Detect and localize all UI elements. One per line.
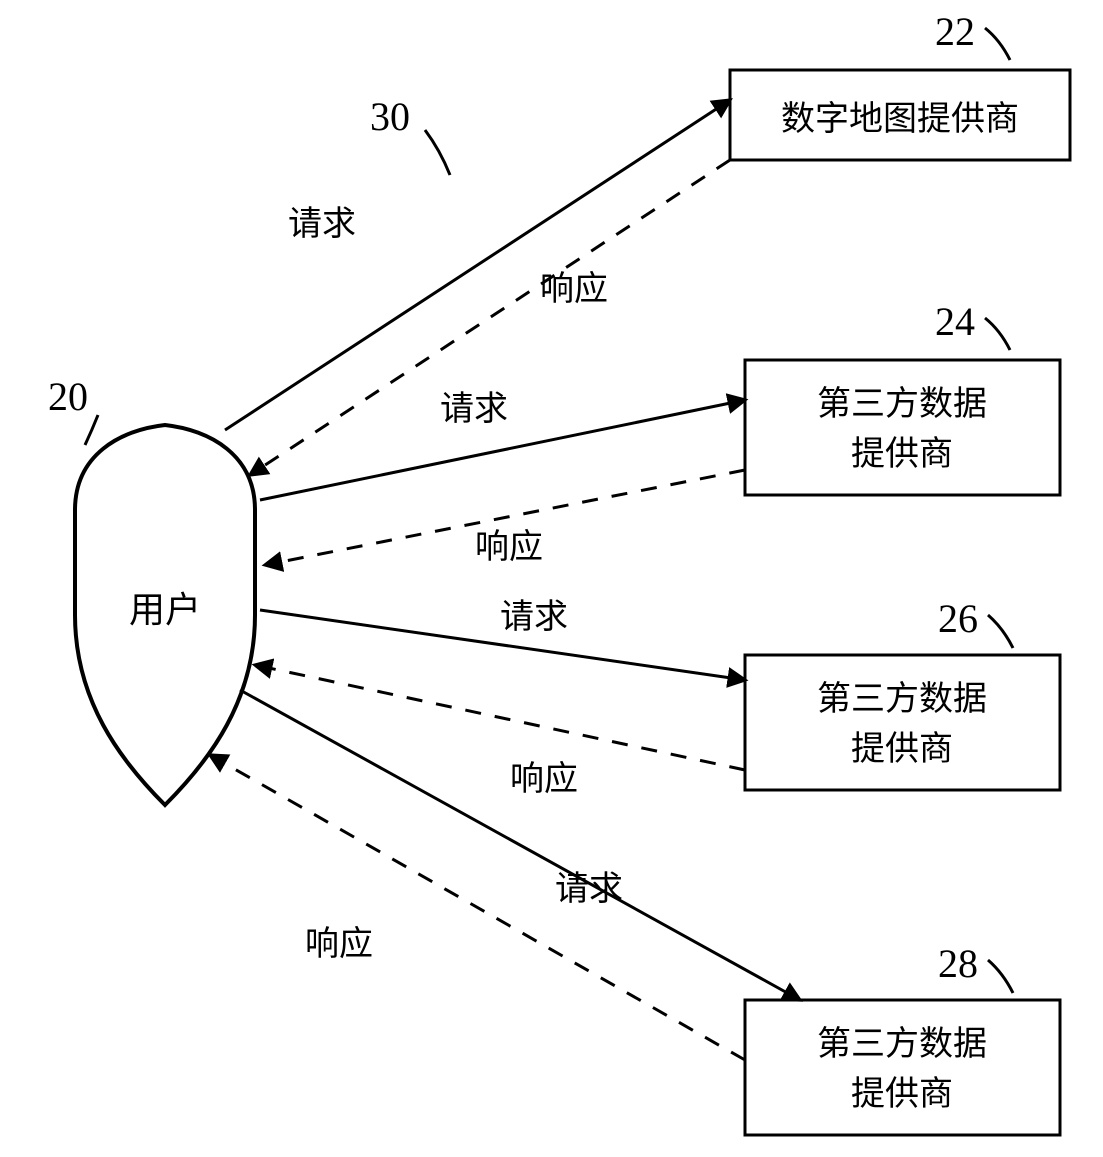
edge-response-26 <box>255 665 745 770</box>
provider-22-ref: 22 <box>935 9 975 54</box>
provider-24-leader <box>985 318 1010 350</box>
edge-response-22-label: 响应 <box>540 270 608 308</box>
provider-box-24: 第三方数据 提供商 <box>745 360 1060 495</box>
edge-request-28-label: 请求 <box>555 871 623 908</box>
edge-response-28 <box>210 755 745 1060</box>
user-node: 用户 <box>75 425 255 805</box>
provider-22-line1: 数字地图提供商 <box>781 100 1019 138</box>
provider-28-line2: 提供商 <box>851 1075 953 1113</box>
edge-request-24-label: 请求 <box>440 391 508 428</box>
provider-24-line1: 第三方数据 <box>817 385 987 423</box>
edge-response-26-label: 响应 <box>510 760 578 798</box>
provider-28-line1: 第三方数据 <box>817 1025 987 1063</box>
edge-response-24-label: 响应 <box>475 528 543 566</box>
user-label: 用户 <box>129 590 201 630</box>
arrow-ref-leader <box>425 130 450 175</box>
provider-box-28: 第三方数据 提供商 <box>745 1000 1060 1135</box>
provider-28-leader <box>988 960 1013 993</box>
user-ref: 20 <box>48 374 88 419</box>
provider-box-22: 数字地图提供商 <box>730 70 1070 160</box>
user-ref-leader <box>85 415 98 445</box>
edge-request-22 <box>225 100 730 430</box>
provider-box-26: 第三方数据 提供商 <box>745 655 1060 790</box>
provider-28-ref: 28 <box>938 941 978 986</box>
provider-26-line2: 提供商 <box>851 730 953 768</box>
provider-26-line1: 第三方数据 <box>817 680 987 718</box>
edge-request-26-label: 请求 <box>500 599 568 636</box>
provider-22-leader <box>985 28 1010 60</box>
arrow-ref: 30 <box>370 94 410 139</box>
provider-26-ref: 26 <box>938 596 978 641</box>
diagram-canvas: 用户 20 数字地图提供商 22 第三方数据 提供商 24 第三方数据 提供商 … <box>0 0 1103 1157</box>
provider-24-ref: 24 <box>935 299 975 344</box>
provider-26-leader <box>988 615 1013 648</box>
edge-request-22-label: 请求 <box>288 206 356 243</box>
edge-response-28-label: 响应 <box>305 925 373 963</box>
provider-24-line2: 提供商 <box>851 435 953 473</box>
